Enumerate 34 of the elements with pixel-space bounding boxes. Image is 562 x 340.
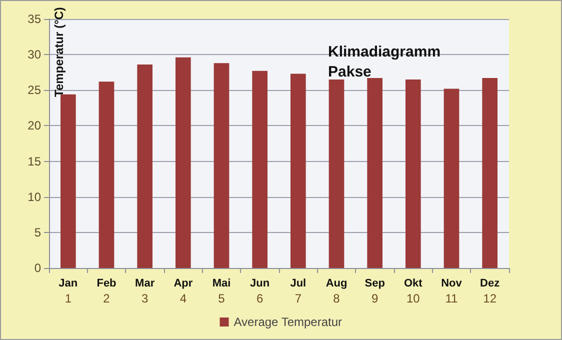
bar: [214, 63, 230, 268]
y-tick-label: 25: [28, 83, 42, 98]
y-tick-label: 35: [28, 12, 42, 26]
x-tick-label: Mar 3: [135, 278, 156, 306]
bar: [444, 88, 460, 268]
bar: [482, 78, 498, 268]
y-tick-label: 10: [28, 190, 42, 204]
bar: [98, 82, 114, 268]
bar: [328, 79, 344, 268]
bar: [367, 78, 382, 268]
x-tick-label: Feb 2: [96, 278, 117, 306]
x-tick-label: Dez 12: [480, 278, 500, 306]
y-tick-label: 20: [28, 118, 42, 133]
bar: [137, 64, 152, 268]
x-tick-label: Okt 10: [404, 278, 423, 306]
x-tick-label: Apr 4: [174, 278, 194, 306]
y-tick-label: 0: [34, 261, 42, 275]
x-tick-label: Sep 9: [364, 278, 386, 306]
x-tick-label: Aug 8: [326, 278, 348, 306]
y-tick-label: 5: [34, 225, 42, 240]
text: Klimadiagramm Pakse: [328, 44, 441, 80]
bar: [176, 57, 191, 268]
x-tick-label: Mai 5: [212, 278, 231, 306]
x-tick-label: Jan 1: [58, 278, 78, 306]
bar: [252, 70, 268, 268]
x-tick-label: Nov 11: [441, 278, 463, 306]
y-tick-label: 15: [28, 154, 42, 168]
y-tick-label: 30: [28, 48, 42, 62]
legend-label: Average Temperatur: [234, 315, 342, 329]
y-axis-title: Temperatur (°C): [52, 7, 66, 97]
bar: [406, 79, 421, 268]
x-tick-label: Jun 6: [250, 278, 270, 306]
bar: [290, 74, 306, 268]
x-tick-label: Jul 7: [290, 278, 306, 306]
